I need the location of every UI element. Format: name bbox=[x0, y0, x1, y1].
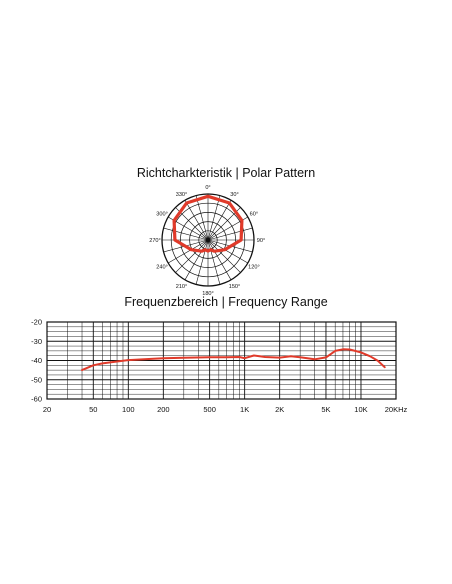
frequency-chart-title: Frequenzbereich | Frequency Range bbox=[124, 295, 328, 309]
polar-pattern-curve bbox=[172, 194, 244, 253]
polar-angle-label: 270° bbox=[149, 238, 161, 244]
freq-x-tick-label: 5K bbox=[321, 405, 330, 414]
polar-grid-spoke bbox=[207, 200, 232, 241]
freq-y-tick-label: -40 bbox=[31, 356, 42, 365]
freq-x-tick-label: 50 bbox=[89, 405, 97, 414]
freq-y-tick-label: -20 bbox=[31, 318, 42, 327]
polar-grid-spoke bbox=[184, 239, 209, 280]
freq-x-tick-label: 100 bbox=[122, 405, 135, 414]
polar-angle-label: 300° bbox=[156, 212, 168, 218]
polar-grid-spoke bbox=[207, 239, 241, 273]
polar-grid-spoke bbox=[207, 227, 253, 241]
polar-grid-spoke bbox=[207, 195, 221, 241]
freq-y-tick-label: -50 bbox=[31, 375, 42, 384]
polar-angle-label: 90° bbox=[257, 238, 265, 244]
polar-angle-label: 0° bbox=[205, 185, 210, 191]
polar-chart-title: Richtcharkteristik | Polar Pattern bbox=[136, 166, 316, 180]
polar-angle-label: 330° bbox=[176, 192, 188, 198]
polar-center-dot bbox=[205, 237, 211, 243]
polar-grid-spoke bbox=[195, 239, 209, 285]
polar-angle-label: 180° bbox=[202, 291, 214, 297]
freq-y-tick-label: -60 bbox=[31, 395, 42, 404]
freq-plot-frame bbox=[46, 321, 397, 400]
freq-x-tick-label: 200 bbox=[157, 405, 170, 414]
polar-angle-label: 30° bbox=[230, 192, 238, 198]
freq-x-tick-label: 20 bbox=[43, 405, 51, 414]
polar-grid-spoke bbox=[207, 239, 221, 285]
polar-grid-spoke bbox=[168, 239, 209, 264]
freq-y-tick-label: -30 bbox=[31, 337, 42, 346]
polar-grid-spoke bbox=[195, 195, 209, 241]
frequency-response-line bbox=[81, 348, 386, 372]
polar-angle-label: 150° bbox=[229, 284, 241, 290]
polar-angle-label: 240° bbox=[156, 265, 168, 271]
freq-x-tick-label: 1K bbox=[240, 405, 249, 414]
polar-grid-spoke bbox=[207, 239, 248, 264]
freq-x-tick-label: 500 bbox=[203, 405, 216, 414]
polar-grid-spoke bbox=[175, 239, 209, 273]
polar-angle-label: 60° bbox=[250, 212, 258, 218]
polar-grid-spoke bbox=[207, 239, 232, 280]
freq-x-tick-label: 20KHz bbox=[385, 405, 408, 414]
polar-angle-label: 210° bbox=[176, 284, 188, 290]
polar-grid-spoke bbox=[184, 200, 209, 241]
polar-grid-spoke bbox=[163, 227, 209, 241]
freq-x-tick-label: 10K bbox=[354, 405, 367, 414]
polar-angle-label: 120° bbox=[248, 265, 260, 271]
freq-x-tick-label: 2K bbox=[275, 405, 284, 414]
